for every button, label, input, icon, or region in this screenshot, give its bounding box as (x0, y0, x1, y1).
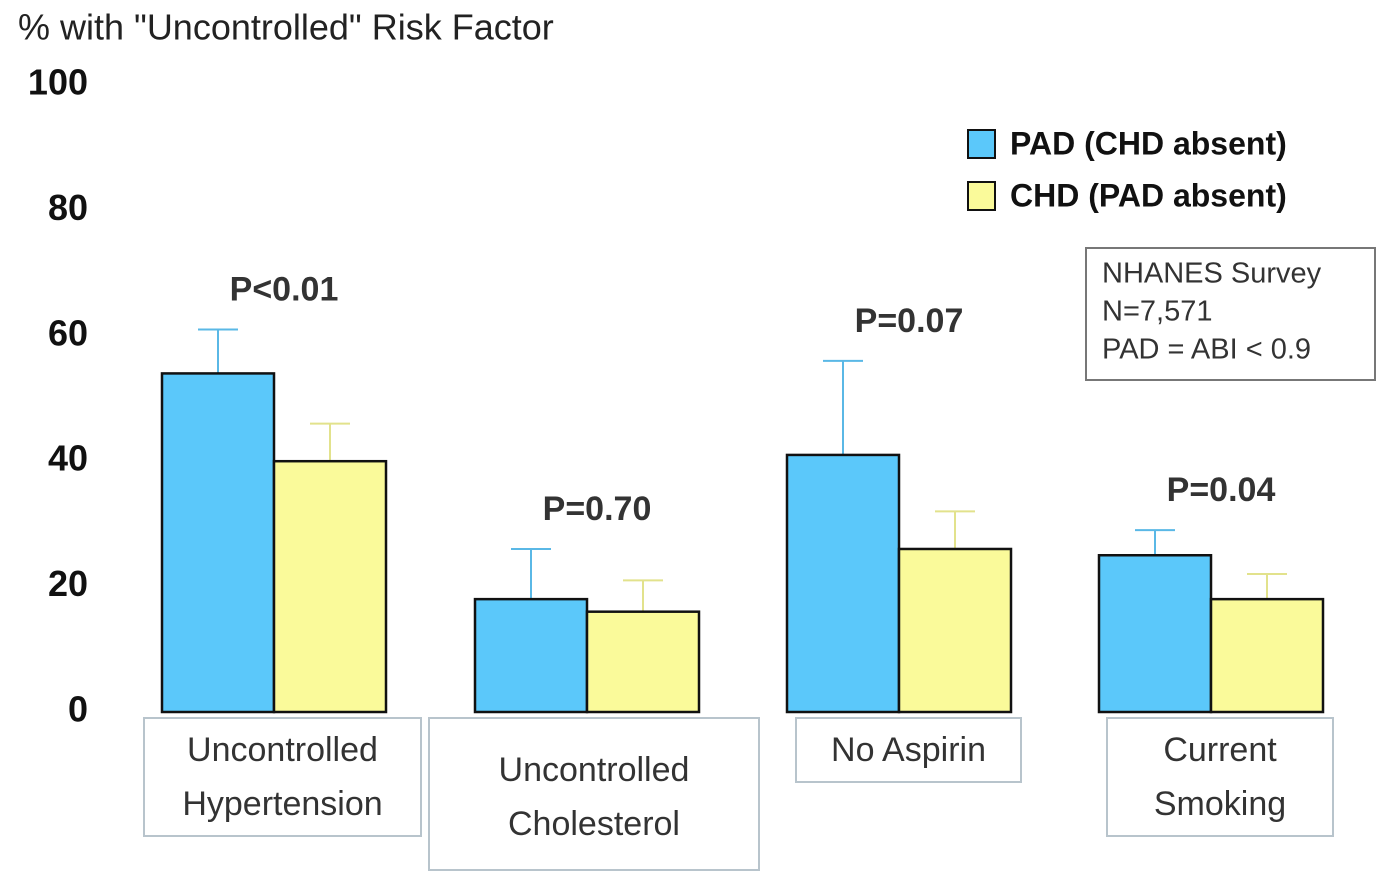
bar (1097, 554, 1213, 714)
category-label: No Aspirin (795, 717, 1022, 783)
bar (160, 372, 276, 714)
bar (785, 453, 901, 714)
y-tick-label: 60 (48, 312, 88, 353)
y-tick-label: 40 (48, 438, 88, 479)
bar (473, 597, 589, 714)
category-label: Uncontrolled Cholesterol (428, 717, 760, 871)
legend-swatch (967, 181, 996, 211)
note-box (1085, 247, 1376, 381)
note-text: PAD = ABI < 0.9 (1102, 334, 1311, 366)
bar (585, 610, 701, 714)
note-text: NHANES Survey (1102, 258, 1322, 290)
bar (897, 547, 1013, 714)
legend-swatch (967, 129, 996, 159)
p-value: P<0.01 (230, 271, 339, 309)
bar (1209, 597, 1325, 714)
y-tick-label: 0 (68, 689, 88, 730)
legend-label: CHD (PAD absent) (1010, 177, 1287, 213)
p-value: P=0.04 (1167, 471, 1276, 509)
y-tick-label: 20 (48, 563, 88, 604)
bar (272, 459, 388, 714)
y-tick-label: 80 (48, 187, 88, 228)
y-tick-label: 100 (28, 62, 88, 103)
category-label: Uncontrolled Hypertension (143, 717, 422, 837)
p-value: P=0.70 (543, 490, 652, 528)
note-text: N=7,571 (1102, 296, 1212, 328)
y-axis-title: % with "Uncontrolled" Risk Factor (18, 7, 554, 48)
legend-label: PAD (CHD absent) (1010, 125, 1287, 161)
p-value: P=0.07 (855, 302, 964, 340)
category-label: Current Smoking (1106, 717, 1334, 837)
